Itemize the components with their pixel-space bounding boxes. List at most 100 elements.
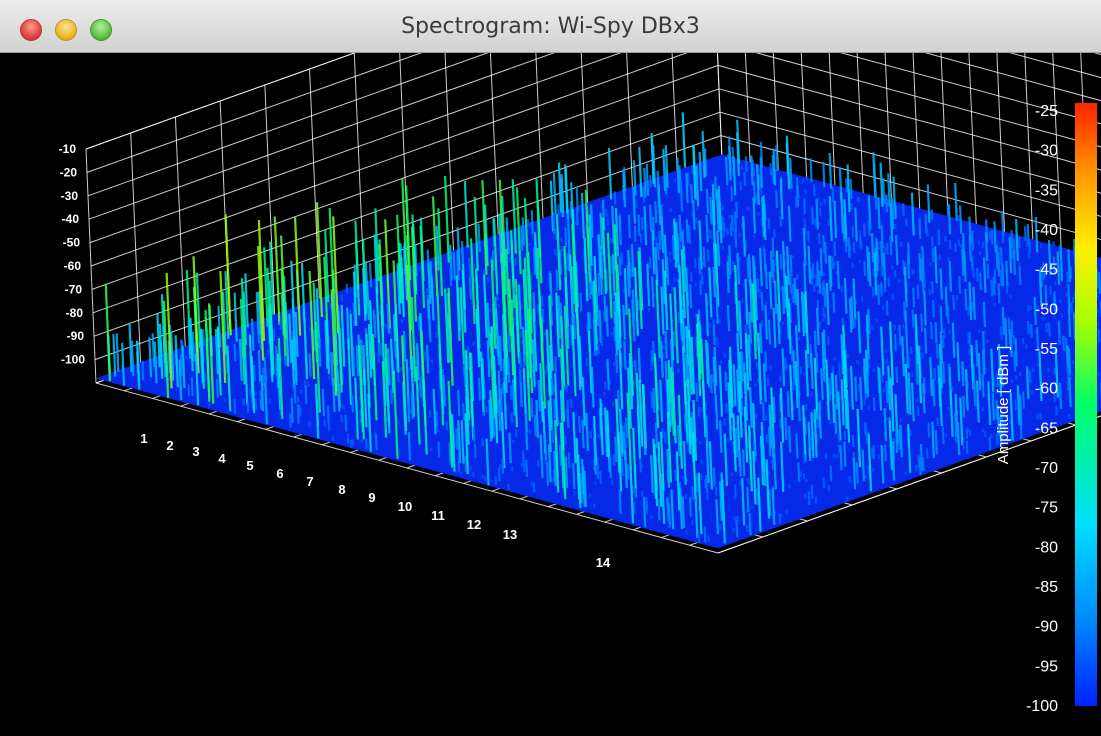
surface-spike xyxy=(811,263,815,279)
surface-spike xyxy=(658,230,662,250)
surface-spike xyxy=(823,287,827,308)
surface-spike xyxy=(575,186,579,212)
surface-spike xyxy=(187,320,192,359)
surface-spike xyxy=(761,402,765,421)
surface-spike xyxy=(687,401,692,455)
surface-spike xyxy=(189,317,194,372)
surface-spike xyxy=(367,393,372,452)
close-button[interactable] xyxy=(20,19,42,41)
surface-spike xyxy=(895,235,899,266)
surface-spike xyxy=(165,272,173,389)
surface-spike xyxy=(738,381,743,438)
surface-spike xyxy=(875,238,879,272)
surface-spike xyxy=(902,203,905,216)
surface-spike xyxy=(633,267,640,336)
surface-spike xyxy=(535,400,540,438)
surface-spike xyxy=(628,352,634,410)
surface-spike xyxy=(567,452,571,468)
surface-spike xyxy=(865,371,869,398)
surface-spike xyxy=(578,415,581,434)
surface-spike xyxy=(530,397,534,417)
surface-spike xyxy=(803,263,807,296)
surface-spike xyxy=(828,196,833,241)
surface-spike xyxy=(757,477,762,532)
surface-spike xyxy=(577,454,582,508)
surface-spike xyxy=(916,285,920,300)
surface-spike xyxy=(1014,219,1019,262)
spectrum-surface xyxy=(95,112,1101,549)
surface-spike xyxy=(880,326,885,376)
surface-spike xyxy=(564,167,569,220)
surface-spike xyxy=(572,412,577,464)
surface-spike xyxy=(577,339,582,391)
grid-line xyxy=(174,116,186,352)
colorbar-tick-label: -65 xyxy=(1035,420,1058,437)
surface-spike xyxy=(975,340,979,367)
surface-spike xyxy=(735,201,739,219)
surface-spike xyxy=(889,203,894,243)
minimize-button[interactable] xyxy=(55,19,77,41)
surface-spike xyxy=(666,411,673,483)
surface-spike xyxy=(880,241,884,268)
surface-spike xyxy=(931,248,935,263)
surface-spike xyxy=(273,216,281,325)
surface-spike xyxy=(374,208,380,282)
surface-spike xyxy=(501,457,505,474)
colorbar-tick-label: -25 xyxy=(1035,103,1058,120)
surface-spike xyxy=(509,230,516,309)
surface-spike xyxy=(564,227,568,248)
surface-spike xyxy=(786,246,790,286)
surface-spike xyxy=(946,306,950,324)
surface-spike xyxy=(463,356,467,387)
surface-spike xyxy=(703,148,708,177)
surface-spike xyxy=(452,252,456,280)
surface-spike xyxy=(626,463,630,480)
surface-spike xyxy=(589,204,594,238)
surface-spike xyxy=(809,267,813,285)
surface-spike xyxy=(895,427,899,453)
surface-spike xyxy=(887,173,891,207)
surface-spike xyxy=(263,247,269,327)
surface-spike xyxy=(718,481,723,521)
surface-spike xyxy=(741,478,746,526)
surface-spike xyxy=(257,319,261,344)
grid-line xyxy=(770,0,780,175)
surface-spike xyxy=(698,220,703,270)
surface-spike xyxy=(549,294,553,326)
surface-spike xyxy=(532,308,538,372)
surface-spike xyxy=(828,153,833,189)
surface-spike xyxy=(1004,317,1008,348)
surface-spike xyxy=(540,318,547,409)
surface-spike xyxy=(760,292,764,311)
surface-spike xyxy=(753,290,758,342)
surface-spike xyxy=(944,286,949,317)
zoom-button[interactable] xyxy=(90,19,112,41)
surface-spike xyxy=(897,429,901,451)
surface-spike xyxy=(681,112,687,168)
surface-spike xyxy=(519,382,523,407)
surface-spike xyxy=(525,459,529,477)
surface-spike xyxy=(743,406,749,463)
surface-spike xyxy=(910,192,915,236)
surface-spike xyxy=(718,420,723,453)
surface-spike xyxy=(776,304,781,344)
surface-spike xyxy=(414,245,418,277)
surface-spike xyxy=(697,472,703,535)
surface-spike xyxy=(971,230,975,251)
title-bar[interactable]: Spectrogram: Wi-Spy DBx3 xyxy=(0,0,1101,53)
surface-spike xyxy=(752,163,755,177)
surface-spike xyxy=(515,187,522,275)
surface-spike xyxy=(807,421,812,462)
surface-spike xyxy=(554,419,560,493)
surface-spike xyxy=(548,295,554,371)
surface-spike xyxy=(867,434,873,492)
surface-spike xyxy=(761,196,765,237)
surface-spike xyxy=(648,256,652,269)
surface-spike xyxy=(592,318,597,356)
surface-spike xyxy=(1010,230,1014,250)
surface-spike xyxy=(907,255,911,279)
surface-spike xyxy=(746,486,750,513)
z-tick-label: -40 xyxy=(62,212,80,226)
surface-spike xyxy=(566,409,570,429)
surface-spike xyxy=(666,449,671,488)
